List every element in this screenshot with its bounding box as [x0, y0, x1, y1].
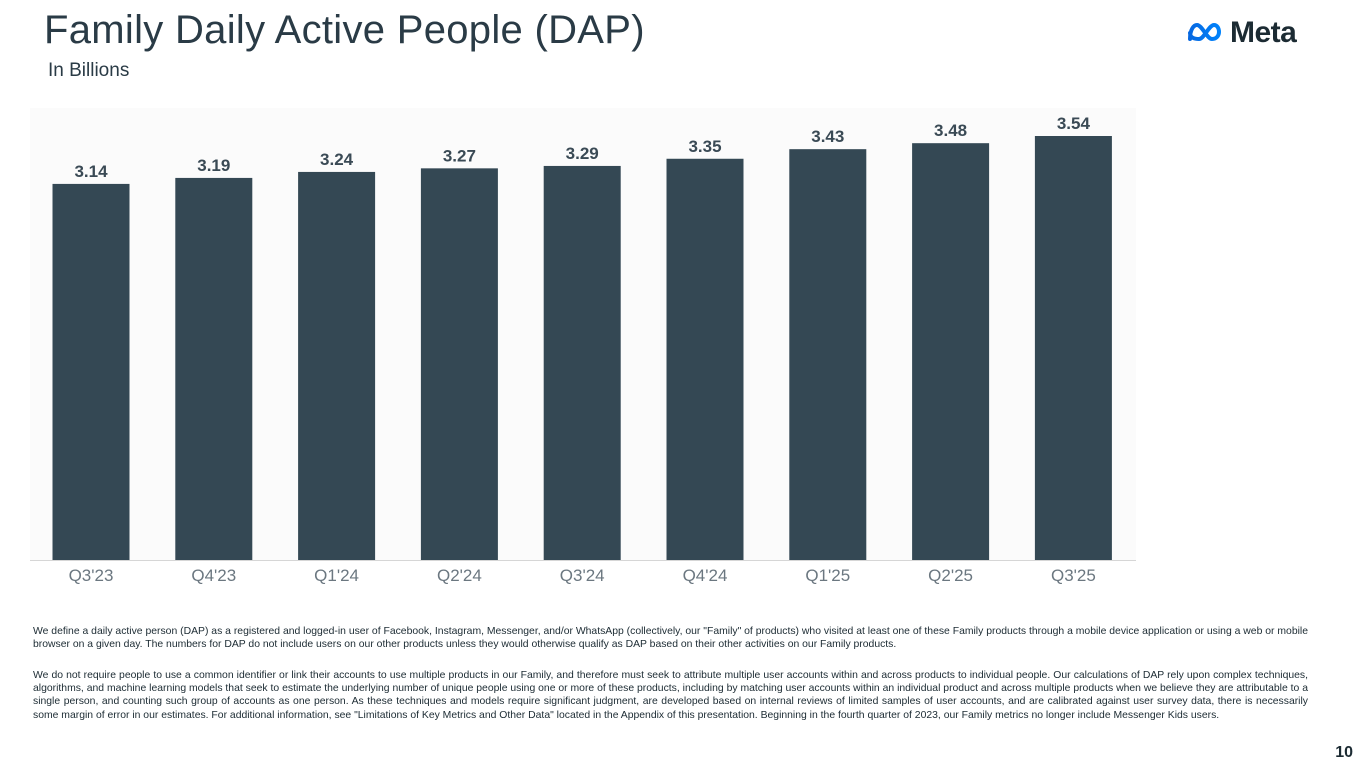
page-number: 10 [1335, 744, 1353, 761]
bar-3 [420, 168, 498, 560]
x-tick-label: Q2'25 [928, 566, 973, 585]
bar-6 [789, 149, 867, 560]
bar-0 [52, 183, 130, 560]
page-subtitle: In Billions [48, 60, 130, 81]
meta-logo-text: Meta [1230, 16, 1297, 49]
bar-2 [298, 171, 376, 561]
bar-value-label: 3.35 [688, 137, 721, 156]
x-tick-label: Q1'25 [805, 566, 850, 585]
bar-value-label: 3.29 [566, 144, 599, 163]
dap-bar-chart: 3.14 Q3'23 3.19 Q4'23 3.24 Q1'24 3.27 Q2'24 3.29… [30, 114, 1136, 585]
x-tick-label: Q3'25 [1051, 566, 1096, 585]
bar-8 [1034, 136, 1112, 560]
x-tick-label: Q3'24 [560, 566, 605, 585]
bar-7 [912, 143, 990, 560]
x-tick-label: Q3'23 [69, 566, 114, 585]
footnote-definition: We define a daily active person (DAP) as… [33, 626, 1308, 651]
bar-value-label: 3.24 [320, 150, 354, 169]
bar-value-label: 3.14 [74, 162, 108, 181]
footnote-methodology: We do not require people to use a common… [33, 670, 1308, 721]
bar-value-label: 3.19 [197, 156, 230, 175]
bar-5 [666, 158, 744, 560]
bar-value-label: 3.48 [934, 121, 967, 140]
meta-logo: Meta [1186, 16, 1297, 50]
meta-infinity-icon [1188, 22, 1222, 42]
bar-value-label: 3.27 [443, 146, 476, 165]
bar-value-label: 3.54 [1057, 114, 1091, 133]
x-tick-label: Q1'24 [314, 566, 359, 585]
bar-1 [175, 177, 253, 560]
page-title: Family Daily Active People (DAP) [44, 8, 645, 52]
x-tick-label: Q4'23 [191, 566, 236, 585]
x-tick-label: Q4'24 [683, 566, 728, 585]
x-tick-label: Q2'24 [437, 566, 482, 585]
bar-value-label: 3.43 [811, 127, 844, 146]
bar-4 [543, 165, 621, 561]
